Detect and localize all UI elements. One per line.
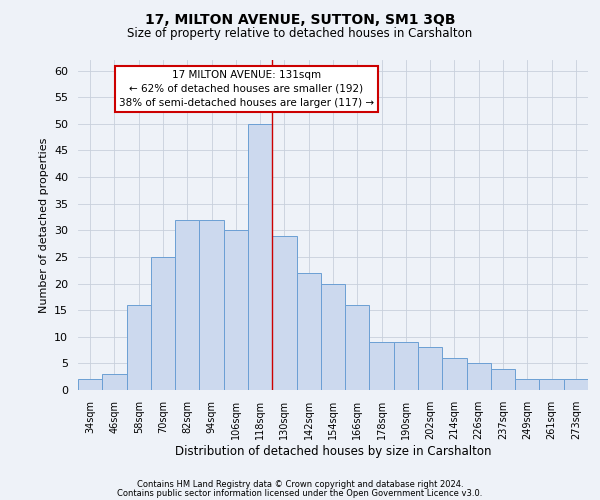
Bar: [321, 284, 345, 390]
Bar: [418, 348, 442, 390]
Y-axis label: Number of detached properties: Number of detached properties: [38, 138, 49, 312]
Bar: [102, 374, 127, 390]
Text: 17 MILTON AVENUE: 131sqm
← 62% of detached houses are smaller (192)
38% of semi-: 17 MILTON AVENUE: 131sqm ← 62% of detach…: [119, 70, 374, 108]
Bar: [345, 305, 370, 390]
Bar: [515, 380, 539, 390]
Text: Contains HM Land Registry data © Crown copyright and database right 2024.: Contains HM Land Registry data © Crown c…: [137, 480, 463, 489]
Bar: [224, 230, 248, 390]
Bar: [394, 342, 418, 390]
Bar: [539, 380, 564, 390]
Bar: [272, 236, 296, 390]
Bar: [467, 364, 491, 390]
Bar: [442, 358, 467, 390]
Text: Size of property relative to detached houses in Carshalton: Size of property relative to detached ho…: [127, 28, 473, 40]
Bar: [127, 305, 151, 390]
Bar: [151, 257, 175, 390]
Bar: [175, 220, 199, 390]
X-axis label: Distribution of detached houses by size in Carshalton: Distribution of detached houses by size …: [175, 444, 491, 458]
Text: 17, MILTON AVENUE, SUTTON, SM1 3QB: 17, MILTON AVENUE, SUTTON, SM1 3QB: [145, 12, 455, 26]
Bar: [296, 273, 321, 390]
Bar: [564, 380, 588, 390]
Bar: [248, 124, 272, 390]
Bar: [491, 368, 515, 390]
Bar: [78, 380, 102, 390]
Bar: [199, 220, 224, 390]
Text: Contains public sector information licensed under the Open Government Licence v3: Contains public sector information licen…: [118, 489, 482, 498]
Bar: [370, 342, 394, 390]
